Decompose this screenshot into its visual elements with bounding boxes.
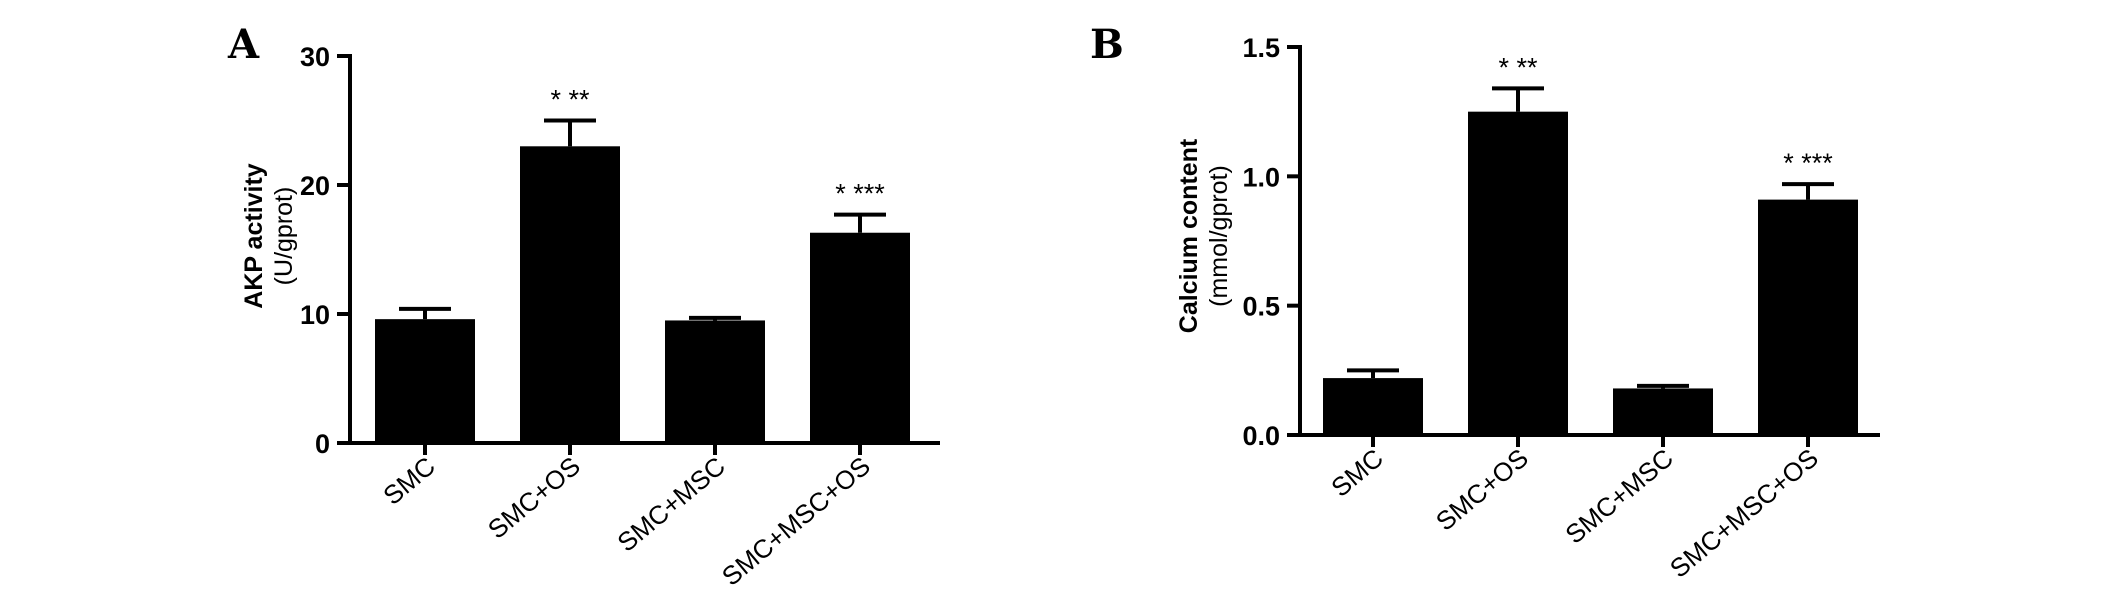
y-ticks-a: 0 10 20 30: [300, 42, 350, 459]
x-tick-label: SMC: [1325, 443, 1389, 503]
bar: [520, 146, 620, 444]
axes-a: [348, 54, 940, 455]
y-tick-label: 0: [315, 429, 330, 459]
bar: [375, 319, 475, 443]
significance-label: * ***: [835, 179, 885, 209]
x-tick-label: SMC+OS: [1430, 443, 1534, 537]
chart-panel-a: A AKP activity (U/gprot) * ** * *** 0 10 20…: [227, 21, 940, 592]
bar: [1323, 378, 1423, 435]
bar: [1468, 111, 1568, 436]
axes-b: [1298, 45, 1880, 447]
y-tick-label: 30: [300, 42, 330, 72]
y-axis-unit-b: (mmol/gprot): [1205, 165, 1233, 307]
x-tick-label: SMC+MSC: [1559, 443, 1678, 550]
y-tick-label: 10: [300, 300, 330, 330]
y-axis-title-a: AKP activity: [240, 163, 268, 309]
y-tick-label: 1.5: [1242, 33, 1280, 63]
bar: [810, 232, 910, 443]
y-axis-unit-a: (U/gprot): [270, 187, 298, 286]
error-bars-b: [1347, 86, 1834, 389]
significance-labels-b: * ** * ***: [1498, 52, 1833, 178]
bars-a: [375, 146, 910, 444]
significance-labels-a: * ** * ***: [550, 85, 885, 209]
significance-label: * **: [1498, 52, 1538, 82]
chart-panel-b: B Calcium content (mmol/gprot) * ** * ***…: [1090, 21, 1880, 584]
panel-label-a: A: [227, 21, 260, 68]
significance-label: * ***: [1783, 148, 1833, 178]
x-tick-label: SMC+MSC: [611, 451, 730, 558]
error-bars-a: [399, 118, 886, 321]
y-tick-label: 1.0: [1242, 162, 1280, 192]
y-ticks-b: 0.0 0.5 1.0 1.5: [1242, 33, 1300, 451]
y-axis-title-b: Calcium content: [1175, 138, 1203, 333]
bar: [1758, 199, 1858, 435]
x-tick-label: SMC+MSC+OS: [716, 451, 876, 592]
x-tick-label: SMC+OS: [482, 451, 586, 545]
panel-label-b: B: [1090, 21, 1124, 68]
x-tick-label: SMC+MSC+OS: [1664, 443, 1824, 584]
y-tick-label: 20: [300, 171, 330, 201]
bar: [1613, 388, 1713, 435]
y-tick-label: 0.0: [1242, 421, 1280, 451]
y-tick-label: 0.5: [1242, 292, 1280, 322]
significance-label: * **: [550, 85, 590, 115]
bar: [665, 320, 765, 443]
bars-b: [1323, 111, 1858, 436]
x-tick-label: SMC: [377, 451, 441, 511]
